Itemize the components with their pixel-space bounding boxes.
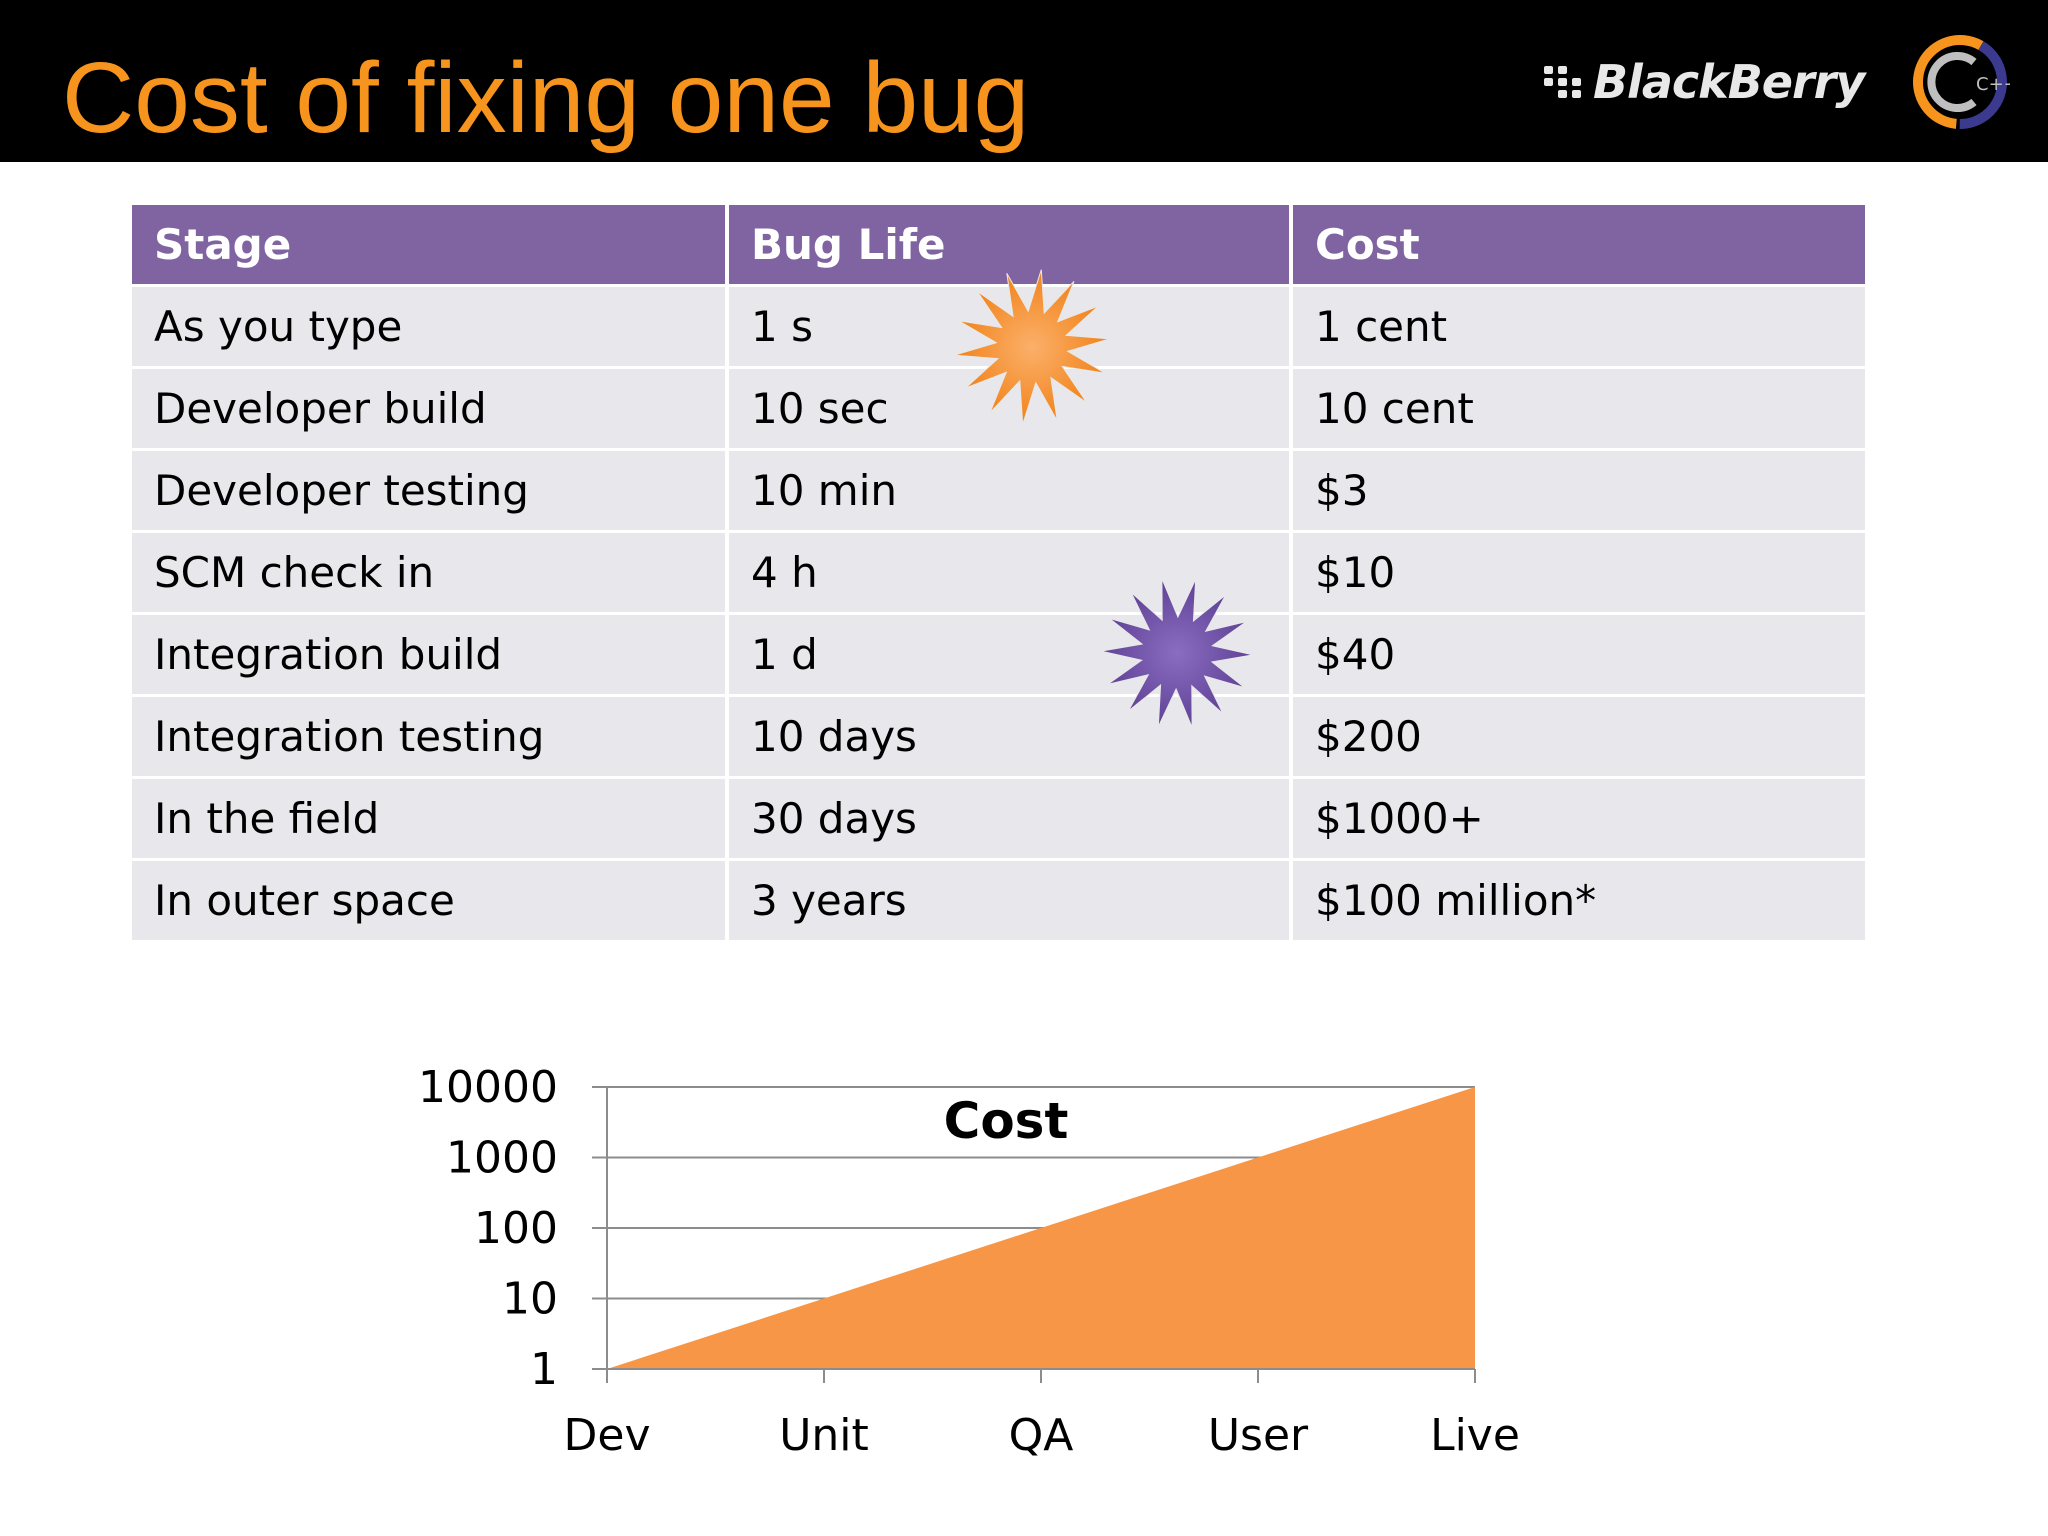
stage-cell: Developer build	[132, 366, 729, 450]
y-tick-label: 1	[530, 1344, 558, 1395]
stage-cell: In the field	[132, 776, 729, 860]
header-cost: Cost	[1291, 205, 1865, 286]
cpp-logo-icon: C++	[1913, 35, 2010, 129]
slide-title: Cost of fixing one bug	[62, 42, 1030, 154]
title-bar: Cost of fixing one bug BlackBerry C++	[0, 0, 2048, 162]
table-row: SCM check in 4 h $10	[132, 530, 1865, 614]
bug-life-cell: 10 days	[727, 694, 1293, 778]
table-row: Integration build 1 d $40	[132, 612, 1865, 696]
bug-life-cell: 4 h	[727, 530, 1293, 614]
table-row: In the field 30 days $1000+	[132, 776, 1865, 860]
cost-cell: $3	[1291, 448, 1865, 532]
cost-cell: $200	[1291, 694, 1865, 778]
y-tick-label: 100	[474, 1203, 558, 1254]
cost-area-series	[607, 1087, 1475, 1369]
stage-cell: As you type	[132, 284, 729, 368]
y-tick-label: 1000	[446, 1133, 558, 1184]
bug-life-cell: 3 years	[727, 858, 1293, 940]
header-bug-life: Bug Life	[727, 205, 1293, 286]
chart-axes	[606, 1087, 1476, 1383]
table-row: Developer testing 10 min $3	[132, 448, 1865, 532]
stage-cell: Integration build	[132, 612, 729, 696]
stage-cell: Integration testing	[132, 694, 729, 778]
purple-starburst-icon	[1100, 578, 1254, 728]
y-tick-label: 10	[502, 1274, 558, 1325]
table-row: In outer space 3 years $100 million*	[132, 858, 1865, 940]
x-tick-label: User	[1208, 1410, 1309, 1461]
y-axis-tick-labels: 10000 1000 100 10 1	[418, 1062, 558, 1395]
header-stage: Stage	[132, 205, 729, 286]
stage-cell: In outer space	[132, 858, 729, 940]
chart-gridlines	[592, 1086, 1475, 1370]
x-tick-label: Live	[1430, 1410, 1520, 1461]
x-tick-label: QA	[1009, 1410, 1074, 1461]
cost-cell: 1 cent	[1291, 284, 1865, 368]
stage-cell: SCM check in	[132, 530, 729, 614]
cost-cell: $1000+	[1291, 776, 1865, 860]
y-tick-label: 10000	[418, 1062, 558, 1113]
stage-cell: Developer testing	[132, 448, 729, 532]
blackberry-logo: BlackBerry	[1544, 52, 1865, 112]
bug-life-cell: 30 days	[727, 776, 1293, 860]
cpp-logo-text: C++	[1976, 74, 2010, 95]
table-row: Integration testing 10 days $200	[132, 694, 1865, 778]
table-row: Developer build 10 sec 10 cent	[132, 366, 1865, 450]
bug-cost-table: Stage Bug Life Cost As you type 1 s 1 ce…	[132, 205, 1865, 940]
bug-life-cell: 10 sec	[727, 366, 1293, 450]
blackberry-logo-text: BlackBerry	[1593, 55, 1865, 109]
x-axis-tick-labels: Dev Unit QA User Live	[564, 1410, 1520, 1461]
chart-title: Cost	[944, 1092, 1069, 1150]
x-tick-label: Unit	[779, 1410, 869, 1461]
cost-cell: $40	[1291, 612, 1865, 696]
cost-cell: $100 million*	[1291, 858, 1865, 940]
bug-life-cell: 10 min	[727, 448, 1293, 532]
blackberry-dots-icon	[1544, 66, 1581, 98]
orange-starburst-icon	[954, 269, 1110, 425]
x-tick-label: Dev	[564, 1410, 651, 1461]
cost-cell: $10	[1291, 530, 1865, 614]
cost-cell: 10 cent	[1291, 366, 1865, 450]
table-header-row: Stage Bug Life Cost	[132, 205, 1865, 286]
